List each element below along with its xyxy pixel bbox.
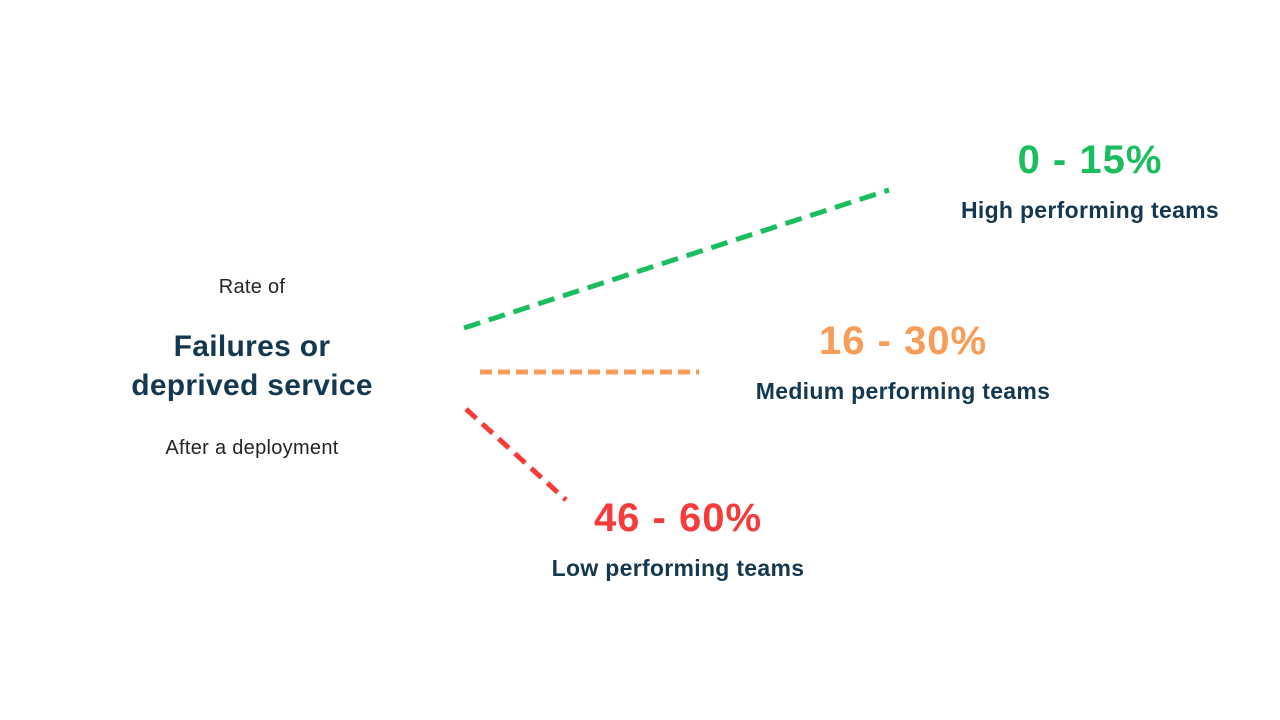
main-title-line2: deprived service: [131, 369, 373, 402]
low-performing-range-value: 46 - 60%: [593, 496, 763, 540]
low-performers-connector-line: [464, 407, 568, 502]
main-title-line1: Failures or: [173, 330, 331, 363]
low-performing-label: Low performing teams: [551, 555, 805, 581]
title-pre-text: Rate of: [218, 276, 286, 298]
category-high-performing: 0 - 15% High performing teams: [961, 136, 1219, 224]
medium-performing-label: Medium performing teams: [755, 378, 1051, 404]
medium-performing-range-value: 16 - 30%: [818, 319, 988, 363]
high-performing-label: High performing teams: [960, 197, 1220, 223]
title-post-text: After a deployment: [165, 437, 339, 459]
main-title: Failures or deprived service: [131, 327, 373, 405]
high-performing-range-value: 0 - 15%: [1017, 138, 1163, 182]
category-medium-performing: 16 - 30% Medium performing teams: [756, 317, 1050, 405]
category-low-performing: 46 - 60% Low performing teams: [552, 494, 805, 582]
high-performers-connector-line: [463, 187, 890, 331]
